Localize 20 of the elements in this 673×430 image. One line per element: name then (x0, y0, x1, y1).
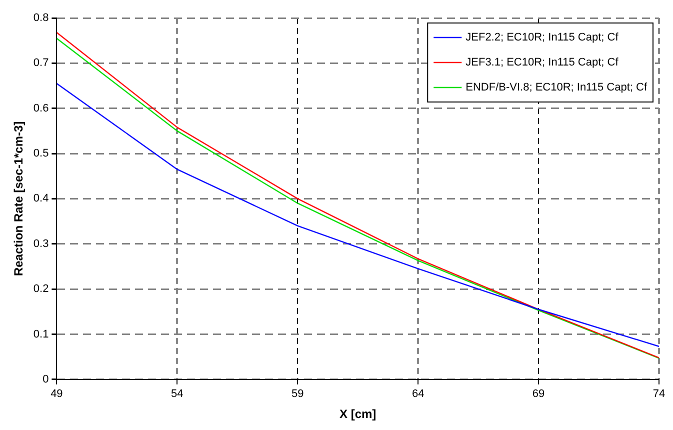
y-tick-label: 0.7 (33, 57, 49, 70)
x-tick-label: 69 (532, 388, 545, 400)
y-axis-title: Reaction Rate [sec-1*cm-3] (12, 121, 26, 276)
legend-label: ENDF/B-VI.8; EC10R; In115 Capt; Cf (466, 82, 648, 94)
y-tick-label: 0.8 (33, 12, 49, 24)
legend-label: JEF2.2; EC10R; In115 Capt; Cf (466, 32, 620, 44)
y-tick-label: 0.4 (33, 192, 49, 205)
legend-label: JEF3.1; EC10R; In115 Capt; Cf (466, 56, 620, 69)
y-tick-label: 0 (42, 373, 49, 386)
x-tick-label: 54 (171, 388, 184, 400)
x-tick-label: 49 (50, 388, 63, 400)
x-tick-label: 59 (291, 388, 304, 400)
y-tick-label: 0.2 (33, 283, 49, 296)
y-tick-label: 0.5 (33, 148, 49, 160)
y-tick-label: 0.3 (33, 238, 49, 250)
x-axis-title: X [cm] (340, 407, 376, 422)
y-tick-label: 0.1 (33, 328, 49, 340)
y-tick-label: 0.6 (33, 102, 49, 114)
x-tick-label: 74 (652, 388, 666, 400)
x-tick-label: 64 (412, 388, 424, 400)
